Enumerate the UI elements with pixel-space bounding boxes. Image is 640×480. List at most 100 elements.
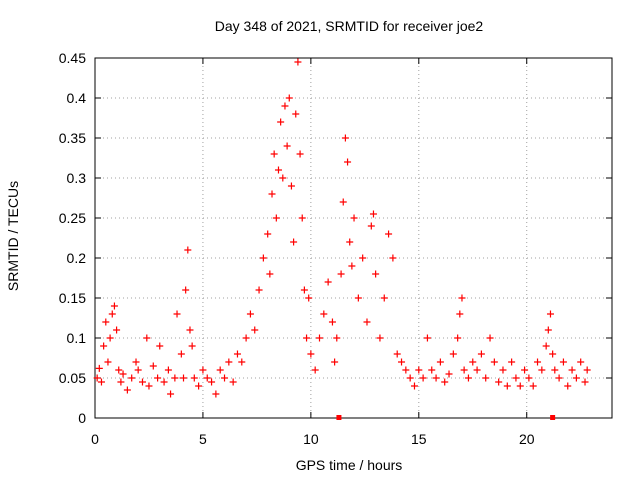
data-point (385, 230, 393, 238)
baseline-marker (550, 415, 556, 420)
data-point (100, 342, 108, 350)
x-axis-label: GPS time / hours (296, 457, 403, 473)
data-point (369, 210, 377, 218)
grid-layer (95, 58, 612, 418)
data-point (113, 326, 121, 334)
data-point (300, 286, 308, 294)
data-point (171, 374, 179, 382)
data-point (117, 378, 125, 386)
data-point (180, 374, 188, 382)
data-point (266, 270, 274, 278)
data-point (393, 350, 401, 358)
data-point (233, 350, 241, 358)
data-point (508, 358, 516, 366)
data-point (221, 374, 229, 382)
data-point (216, 366, 224, 374)
data-point (173, 310, 181, 318)
data-point (568, 366, 576, 374)
data-point (287, 182, 295, 190)
data-point (339, 198, 347, 206)
data-point (512, 374, 520, 382)
data-point (372, 270, 380, 278)
data-point (316, 334, 324, 342)
x-tick-label: 0 (91, 431, 99, 447)
data-point (521, 366, 529, 374)
data-point (346, 238, 354, 246)
data-point (423, 334, 431, 342)
y-tick-label: 0.3 (67, 170, 87, 186)
baseline-markers-layer (336, 415, 556, 420)
data-point (564, 382, 572, 390)
data-point (415, 366, 423, 374)
data-point (95, 364, 103, 372)
data-point (477, 350, 485, 358)
data-point (134, 366, 142, 374)
data-point (464, 374, 472, 382)
data-point (331, 358, 339, 366)
data-point (203, 374, 211, 382)
y-tick-label: 0.4 (67, 90, 87, 106)
data-point (106, 334, 114, 342)
data-point (195, 382, 203, 390)
data-point (229, 378, 237, 386)
data-point (546, 310, 554, 318)
data-point (503, 382, 511, 390)
data-point (469, 358, 477, 366)
data-point (389, 254, 397, 262)
data-point (555, 374, 563, 382)
data-point (544, 326, 552, 334)
data-point (93, 374, 101, 382)
data-point (482, 374, 490, 382)
data-point (208, 378, 216, 386)
data-point (264, 230, 272, 238)
data-point (110, 302, 118, 310)
points-layer (93, 58, 591, 398)
data-point (102, 318, 110, 326)
data-point (460, 366, 468, 374)
y-tick-label: 0.1 (67, 330, 87, 346)
data-point (406, 374, 414, 382)
data-point (290, 238, 298, 246)
data-point (350, 214, 358, 222)
data-point (402, 366, 410, 374)
data-point (307, 350, 315, 358)
data-point (154, 374, 162, 382)
data-point (292, 110, 300, 118)
data-point (419, 374, 427, 382)
data-point (376, 334, 384, 342)
data-point (97, 378, 105, 386)
data-point (279, 174, 287, 182)
data-point (190, 374, 198, 382)
data-point (359, 254, 367, 262)
y-tick-label: 0.35 (59, 130, 86, 146)
data-point (490, 358, 498, 366)
x-tick-label: 10 (303, 431, 319, 447)
data-point (436, 358, 444, 366)
data-point (320, 310, 328, 318)
data-point (549, 350, 557, 358)
y-tick-label: 0.25 (59, 210, 86, 226)
data-point (128, 374, 136, 382)
data-point (119, 370, 127, 378)
data-point (138, 378, 146, 386)
data-point (486, 334, 494, 342)
data-point (551, 366, 559, 374)
data-point (298, 214, 306, 222)
data-point (285, 94, 293, 102)
data-point (380, 294, 388, 302)
data-point (294, 58, 302, 66)
data-point (246, 310, 254, 318)
data-point (428, 366, 436, 374)
data-point (268, 190, 276, 198)
data-point (145, 382, 153, 390)
data-point (495, 378, 503, 386)
data-point (432, 374, 440, 382)
data-point (272, 214, 280, 222)
y-axis-label: SRMTID / TECUs (5, 181, 21, 291)
baseline-marker (336, 415, 342, 420)
data-point (281, 102, 289, 110)
data-point (458, 294, 466, 302)
data-point (516, 382, 524, 390)
x-tick-label: 20 (519, 431, 535, 447)
y-tick-label: 0.15 (59, 290, 86, 306)
